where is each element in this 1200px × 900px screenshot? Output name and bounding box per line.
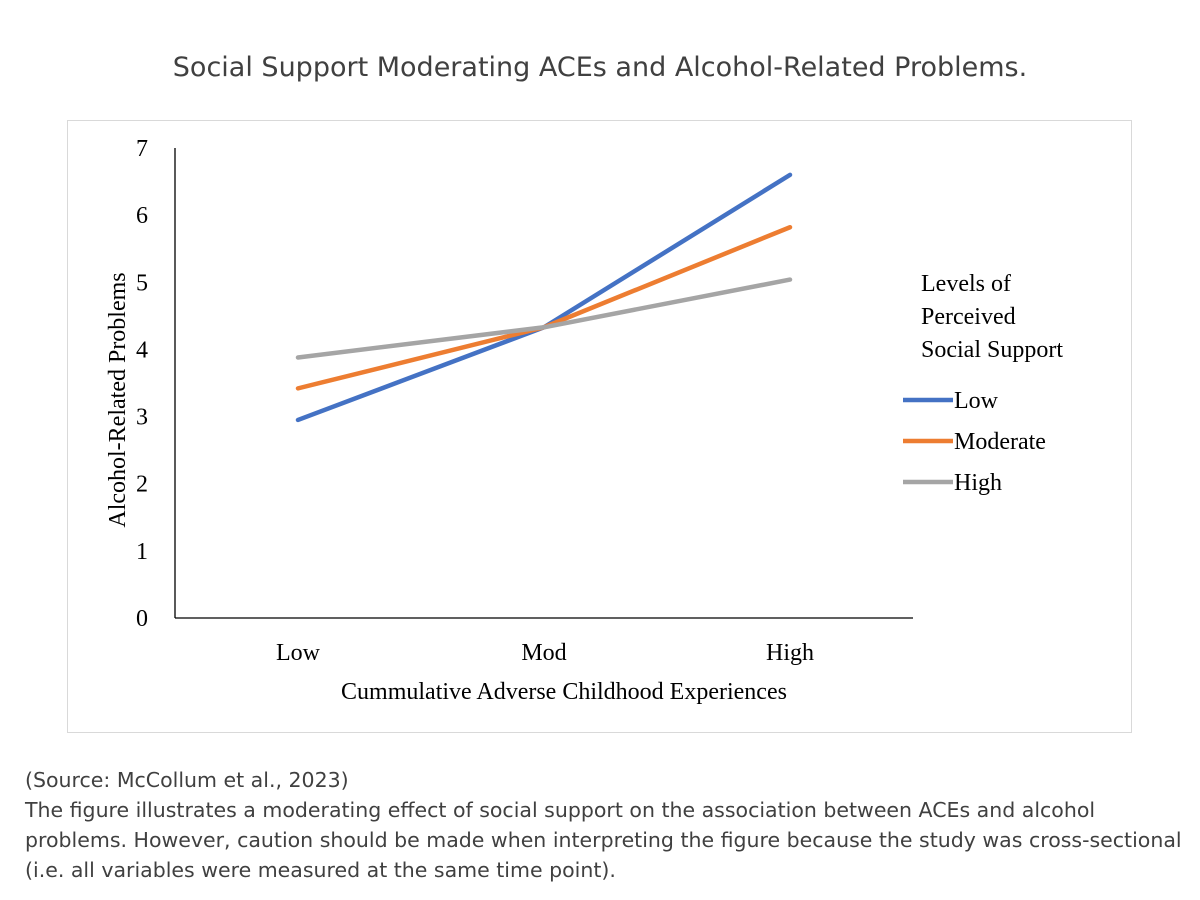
y-tick-label: 2 bbox=[136, 472, 148, 498]
legend-item-low: Low bbox=[903, 388, 999, 414]
y-tick-label: 6 bbox=[136, 203, 148, 229]
caption: (Source: McCollum et al., 2023) The figu… bbox=[25, 765, 1185, 885]
series-line-low bbox=[295, 172, 793, 423]
series-lines bbox=[295, 172, 793, 423]
series-line-high bbox=[295, 277, 793, 360]
x-axis-ticks: Low Mod High bbox=[276, 640, 814, 666]
legend-title-line-3: Social Support bbox=[921, 337, 1063, 363]
page-title: Social Support Moderating ACEs and Alcoh… bbox=[172, 52, 1028, 83]
legend-item-high: High bbox=[903, 470, 1002, 496]
series-line-moderate bbox=[295, 224, 793, 391]
x-axis-label: Cummulative Adverse Childhood Experience… bbox=[341, 679, 787, 705]
legend: Levels of Perceived Social Support Low Mo… bbox=[903, 271, 1063, 496]
y-tick-label: 3 bbox=[136, 405, 148, 431]
y-axis-label: Alcohol-Related Problems bbox=[105, 272, 131, 527]
legend-title-line-1: Levels of bbox=[921, 271, 1011, 297]
y-tick-label: 7 bbox=[136, 136, 148, 162]
legend-label: High bbox=[954, 470, 1002, 496]
y-tick-label: 0 bbox=[136, 606, 148, 632]
legend-item-moderate: Moderate bbox=[903, 429, 1046, 455]
y-tick-label: 5 bbox=[136, 270, 148, 296]
chart-area: 0 1 2 3 4 5 6 7 Low Mod High Alcohol-Related Prob… bbox=[67, 120, 1132, 733]
legend-items: Low Moderate High bbox=[903, 388, 1046, 496]
y-axis-ticks: 0 1 2 3 4 5 6 7 bbox=[136, 136, 148, 632]
legend-label: Moderate bbox=[954, 429, 1046, 455]
y-tick-label: 4 bbox=[136, 337, 148, 363]
x-tick-label: Mod bbox=[521, 640, 566, 666]
x-tick-label: Low bbox=[276, 640, 321, 666]
caption-text: The figure illustrates a moderating effe… bbox=[25, 798, 1182, 882]
line-chart: 0 1 2 3 4 5 6 7 Low Mod High Alcohol-Related Prob… bbox=[105, 136, 1063, 705]
legend-title-line-2: Perceived bbox=[921, 304, 1016, 330]
x-tick-label: High bbox=[766, 640, 814, 666]
source-citation: (Source: McCollum et al., 2023) bbox=[25, 768, 349, 792]
legend-label: Low bbox=[954, 388, 999, 414]
y-tick-label: 1 bbox=[136, 539, 148, 565]
